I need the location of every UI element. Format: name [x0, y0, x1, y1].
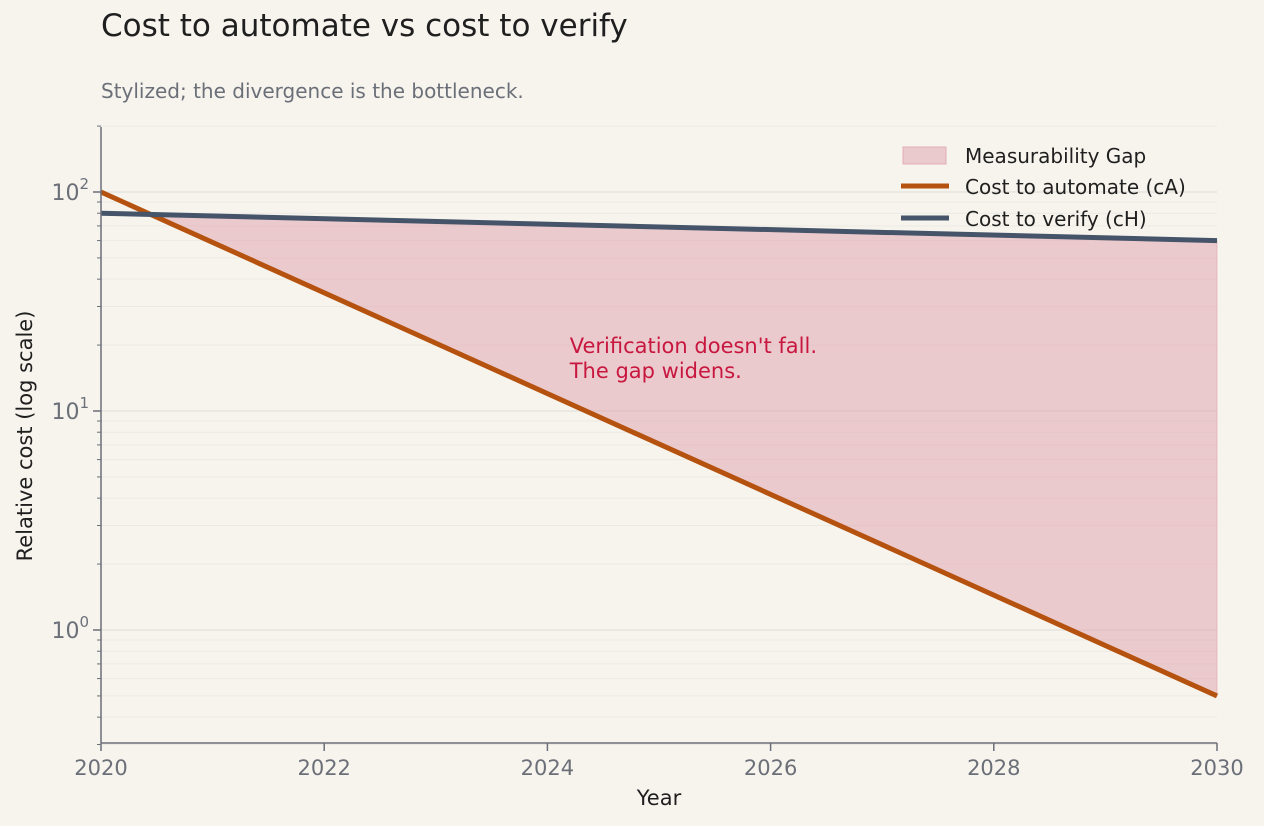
series-line-verify [100, 210, 1218, 244]
chart-subtitle: Stylized; the divergence is the bottlene… [101, 79, 524, 103]
y-tick-label: 100 [51, 613, 89, 644]
chart-title: Cost to automate vs cost to verify [101, 8, 628, 44]
y-ticks: 100 101 102 [51, 125, 101, 746]
x-tick-label: 2028 [967, 756, 1020, 780]
legend-label-automate: Cost to automate (cA) [965, 175, 1186, 199]
y-tick-label: 101 [51, 394, 89, 425]
annotation-line: The gap widens. [569, 359, 742, 383]
x-tick-label: 2026 [744, 756, 797, 780]
annotation: Verification doesn't fall.The gap widens… [569, 334, 817, 383]
series-lines-layer [99, 189, 1219, 699]
x-axis-label: Year [636, 786, 682, 810]
annotation-line: Verification doesn't fall. [570, 334, 817, 358]
y-axis-label: Relative cost (log scale) [13, 311, 37, 562]
y-tick-label: 102 [51, 175, 89, 206]
series-line-automate [99, 189, 1219, 699]
legend-label-gap: Measurability Gap [965, 144, 1146, 168]
x-tick-label: 2030 [1190, 756, 1243, 780]
x-tick-label: 2024 [521, 756, 574, 780]
x-ticks: 2020 2022 2024 2026 2028 2030 [74, 743, 1244, 780]
legend: Measurability Gap Cost to automate (cA) … [901, 144, 1186, 231]
legend-label-verify: Cost to verify (cH) [965, 207, 1147, 231]
x-tick-label: 2022 [297, 756, 350, 780]
x-tick-label: 2020 [74, 756, 127, 780]
legend-swatch-gap [902, 146, 947, 165]
